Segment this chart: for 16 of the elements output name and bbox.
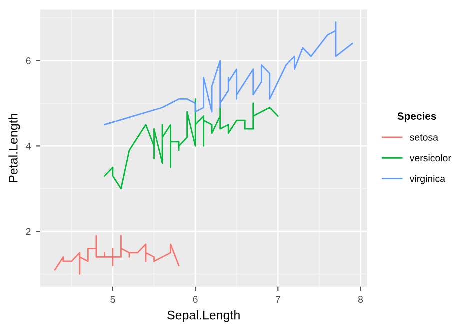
- y-tick-label: 2: [26, 228, 31, 236]
- line-series: [104, 22, 354, 126]
- y-tick-label: 6: [26, 58, 31, 64]
- legend-title: Species: [398, 112, 436, 122]
- line-series: [54, 235, 180, 275]
- y-axis-title: Petal.Length: [8, 114, 20, 182]
- legend-label: setosa: [410, 134, 439, 141]
- line-series: [104, 98, 279, 190]
- y-tick-label: 4: [26, 143, 31, 150]
- x-tick-label: 6: [193, 296, 198, 304]
- x-tick-label: 5: [110, 296, 116, 304]
- x-tick-label: 8: [358, 296, 364, 304]
- x-axis-title: Sepal.Length: [168, 310, 240, 322]
- legend-label: versicolor: [410, 154, 452, 162]
- legend-label: virginica: [410, 175, 446, 184]
- x-tick-label: 7: [276, 296, 280, 303]
